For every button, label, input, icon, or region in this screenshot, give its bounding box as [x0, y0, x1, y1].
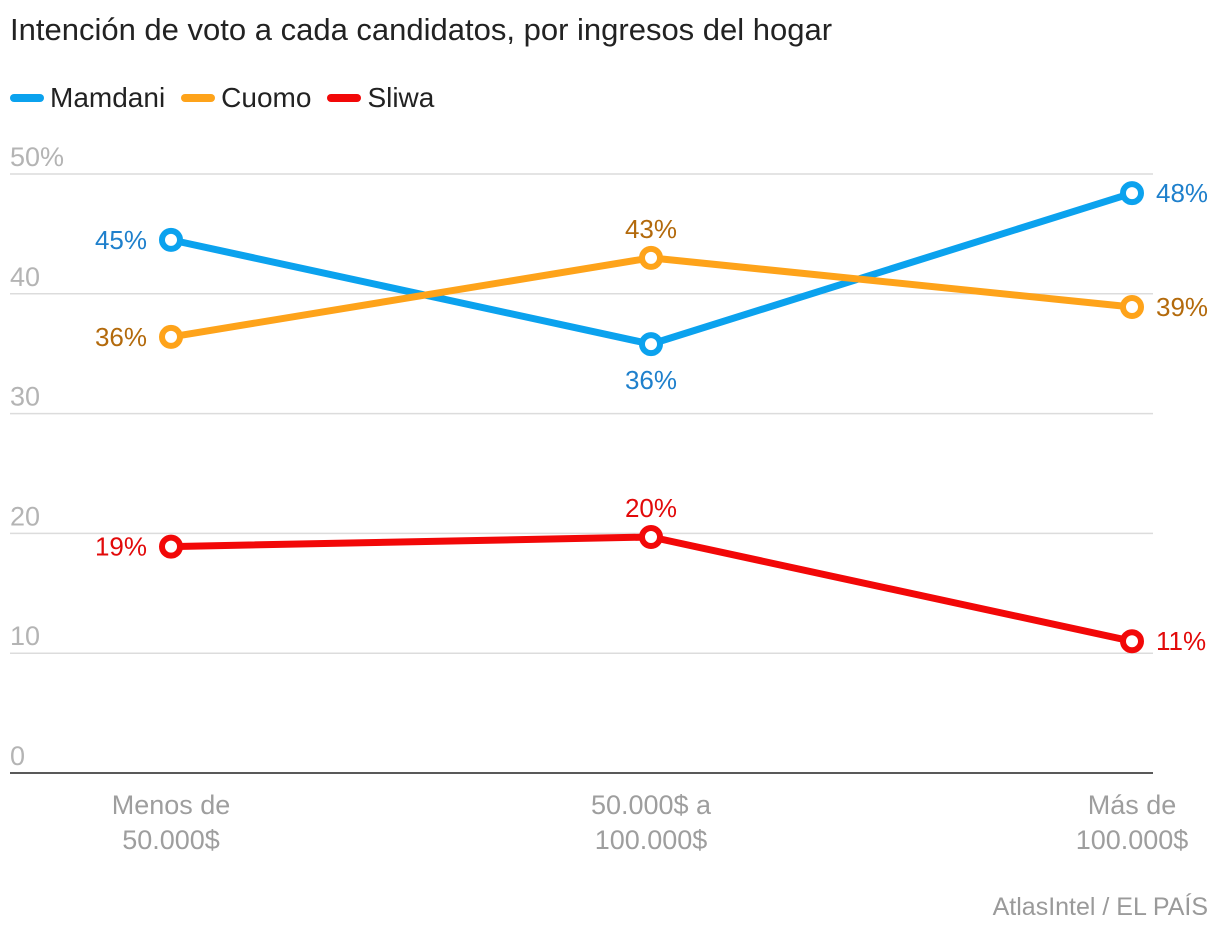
x-tick-label-2-line-1: 100.000$ — [1076, 825, 1189, 855]
legend-item-sliwa: Sliwa — [327, 82, 434, 114]
y-tick-label-20: 20 — [10, 501, 40, 531]
legend-item-cuomo: Cuomo — [181, 82, 311, 114]
data-point-sliwa-1 — [639, 524, 663, 549]
legend-item-mamdani: Mamdani — [10, 82, 165, 114]
y-tick-label-30: 30 — [10, 382, 40, 412]
data-label-sliwa-0: 19% — [95, 532, 147, 562]
x-tick-label-1-line-0: 50.000$ a — [591, 790, 712, 820]
data-label-mamdani-2: 48% — [1156, 178, 1208, 208]
legend-label-mamdani: Mamdani — [50, 82, 166, 113]
y-tick-label-40: 40 — [10, 262, 40, 292]
x-tick-label-0-line-0: Menos de — [112, 790, 231, 820]
data-label-sliwa-1: 20% — [625, 493, 677, 523]
data-point-cuomo-2 — [1120, 294, 1144, 319]
legend-swatch-sliwa — [327, 94, 362, 102]
y-tick-label-50: 50% — [10, 142, 64, 172]
data-point-mamdani-0 — [159, 227, 183, 252]
series-line-sliwa — [167, 533, 1136, 645]
legend-swatch-mamdani — [10, 94, 44, 102]
chart-title: Intención de voto a cada candidatos, por… — [10, 12, 833, 47]
source-credit: AtlasIntel / EL PAÍS — [992, 893, 1208, 921]
data-point-cuomo-0 — [159, 324, 183, 349]
y-tick-label-0: 0 — [10, 741, 25, 771]
data-label-mamdani-1: 36% — [625, 365, 677, 395]
x-tick-label-2-line-0: Más de — [1088, 790, 1177, 820]
data-point-sliwa-0 — [159, 534, 183, 559]
data-label-sliwa-2: 11% — [1156, 626, 1206, 656]
legend-swatch-cuomo — [181, 94, 216, 102]
data-label-mamdani-0: 45% — [95, 225, 147, 255]
data-label-cuomo-1: 43% — [625, 214, 677, 244]
data-point-mamdani-1 — [639, 332, 663, 357]
data-point-cuomo-1 — [639, 245, 663, 270]
legend: Mamdani Cuomo Sliwa — [10, 82, 450, 114]
y-tick-label-10: 10 — [10, 621, 40, 651]
x-tick-label-0-line-1: 50.000$ — [122, 825, 220, 855]
legend-label-sliwa: Sliwa — [367, 82, 435, 113]
x-tick-label-1-line-1: 100.000$ — [595, 825, 708, 855]
data-label-cuomo-2: 39% — [1156, 292, 1208, 322]
data-point-sliwa-2 — [1120, 629, 1144, 654]
data-label-cuomo-0: 36% — [95, 322, 147, 352]
legend-label-cuomo: Cuomo — [221, 82, 312, 113]
data-point-mamdani-2 — [1120, 181, 1144, 206]
